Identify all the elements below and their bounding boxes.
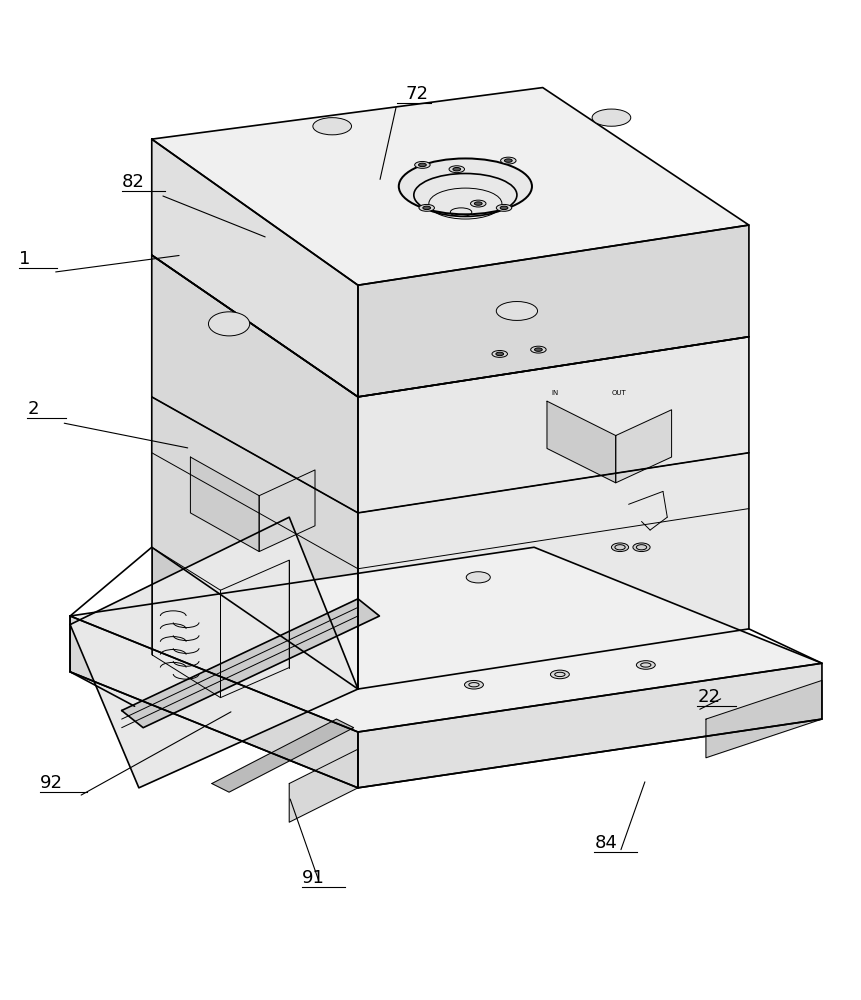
Text: 2: 2 [28, 400, 39, 418]
Ellipse shape [632, 543, 649, 552]
Polygon shape [705, 680, 821, 758]
Text: IN: IN [551, 390, 558, 396]
Polygon shape [547, 401, 615, 483]
Ellipse shape [499, 206, 507, 210]
Ellipse shape [452, 167, 460, 171]
Polygon shape [70, 517, 357, 788]
Ellipse shape [208, 312, 250, 336]
Ellipse shape [474, 202, 481, 205]
Ellipse shape [423, 206, 430, 210]
Ellipse shape [496, 302, 537, 320]
Polygon shape [259, 470, 314, 552]
Text: 84: 84 [593, 834, 616, 852]
Ellipse shape [610, 543, 628, 552]
Polygon shape [152, 547, 220, 698]
Polygon shape [70, 616, 357, 788]
Text: 82: 82 [121, 173, 145, 191]
Ellipse shape [399, 158, 531, 214]
Polygon shape [615, 410, 671, 483]
Text: 72: 72 [405, 85, 428, 103]
Text: 1: 1 [19, 250, 30, 268]
Ellipse shape [418, 163, 426, 167]
Ellipse shape [464, 680, 483, 689]
Ellipse shape [496, 204, 511, 211]
Text: OUT: OUT [610, 390, 625, 396]
Ellipse shape [470, 200, 486, 207]
Ellipse shape [500, 157, 516, 164]
Ellipse shape [313, 118, 351, 135]
Ellipse shape [418, 204, 434, 211]
Ellipse shape [534, 348, 542, 351]
Ellipse shape [592, 109, 630, 126]
Polygon shape [152, 139, 357, 397]
Ellipse shape [495, 352, 503, 356]
Ellipse shape [635, 661, 654, 669]
Text: 22: 22 [697, 688, 720, 706]
Polygon shape [357, 663, 821, 788]
Polygon shape [121, 599, 379, 728]
Polygon shape [220, 560, 289, 698]
Ellipse shape [449, 166, 464, 173]
Polygon shape [357, 225, 748, 397]
Ellipse shape [530, 346, 546, 353]
Polygon shape [152, 255, 357, 689]
Ellipse shape [492, 350, 507, 357]
Text: 91: 91 [301, 869, 325, 887]
Polygon shape [190, 457, 259, 552]
Polygon shape [289, 749, 357, 822]
Ellipse shape [414, 161, 430, 168]
Text: 92: 92 [40, 774, 63, 792]
Polygon shape [152, 88, 748, 285]
Polygon shape [70, 547, 821, 732]
Polygon shape [357, 337, 748, 689]
Ellipse shape [504, 159, 511, 162]
Polygon shape [212, 719, 353, 792]
Ellipse shape [550, 670, 568, 679]
Ellipse shape [466, 572, 490, 583]
